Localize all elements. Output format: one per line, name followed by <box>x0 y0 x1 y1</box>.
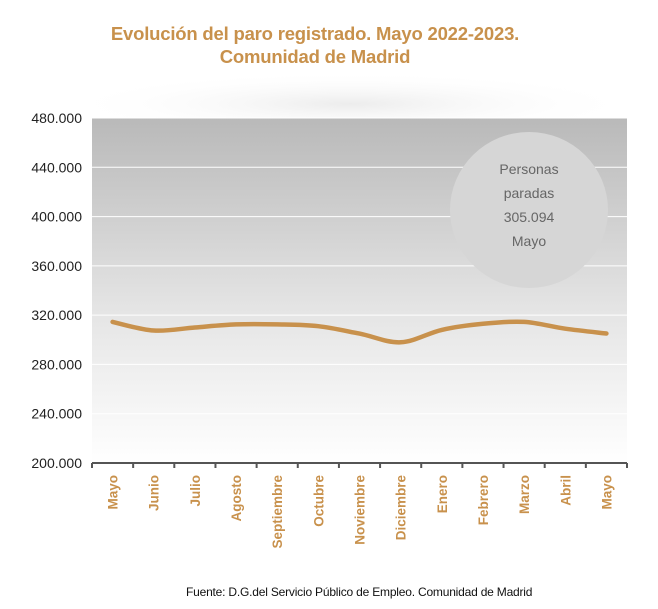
x-tick-label: Julio <box>188 475 203 507</box>
annotation-ellipse <box>450 132 608 288</box>
y-tick-label: 240.000 <box>31 406 82 422</box>
annotation-text: paradas <box>504 185 555 201</box>
x-tick-label: Abril <box>558 475 573 506</box>
x-tick-label: Octubre <box>311 475 326 527</box>
x-tick-label: Septiembre <box>270 475 285 549</box>
x-tick-label: Marzo <box>517 475 532 514</box>
y-tick-label: 480.000 <box>31 110 82 126</box>
y-tick-label: 400.000 <box>31 209 82 225</box>
x-tick-label: Agosto <box>229 475 244 522</box>
annotation-text: 305.094 <box>504 209 555 225</box>
x-tick-label: Junio <box>147 475 162 511</box>
y-tick-label: 320.000 <box>31 307 82 323</box>
x-tick-label: Enero <box>435 475 450 513</box>
y-tick-label: 440.000 <box>31 159 82 175</box>
source-note: Fuente: D.G.del Servicio Público de Empl… <box>186 585 533 599</box>
x-tick-label: Mayo <box>599 475 614 510</box>
line-chart: 200.000 240.000 280.000 320.000 360.000 400.0… <box>31 72 640 549</box>
annotation-bubble: Personas paradas 305.094 Mayo <box>450 132 608 288</box>
x-axis: Mayo Junio Julio Agosto Septiembre Octubre Nov… <box>91 462 628 549</box>
y-tick-label: 360.000 <box>31 258 82 274</box>
series-line <box>110 319 609 345</box>
x-tick-label: Mayo <box>106 475 121 510</box>
annotation-text: Mayo <box>512 233 546 249</box>
x-tick-label: Noviembre <box>353 475 368 545</box>
chart-title: Evolución del paro registrado. Mayo 2022… <box>0 22 630 68</box>
y-tick-label: 200.000 <box>31 455 82 471</box>
x-tick-label: Febrero <box>476 475 491 525</box>
y-axis: 200.000 240.000 280.000 320.000 360.000 400.0… <box>31 110 82 471</box>
chart-title-line-1: Evolución del paro registrado. Mayo 2022… <box>110 23 520 44</box>
annotation-text: Personas <box>499 161 558 177</box>
chart-title-line-2: Comunidad de Madrid <box>219 46 411 67</box>
x-tick-label: Diciembre <box>394 475 409 541</box>
y-tick-label: 280.000 <box>31 356 82 372</box>
